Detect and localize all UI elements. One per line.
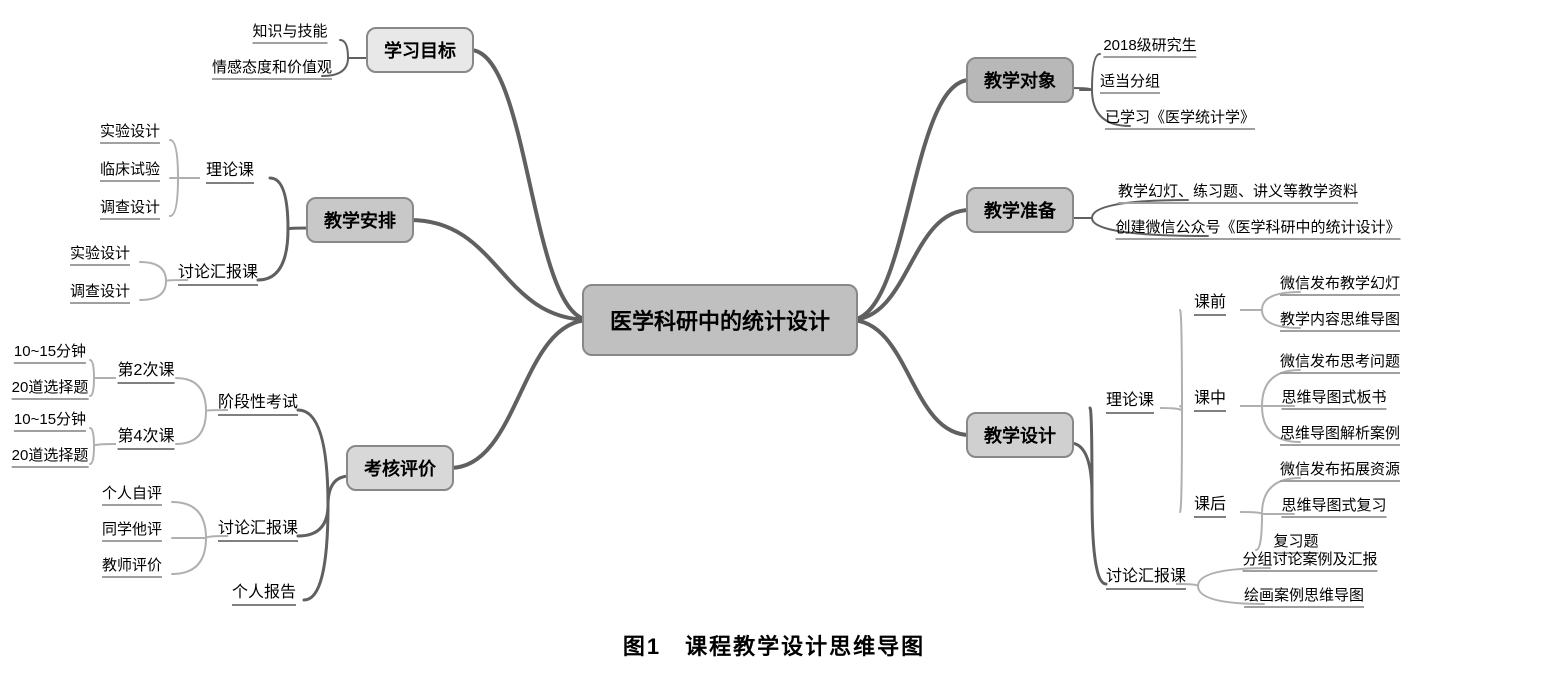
mindmap-node: 个人报告 (232, 578, 296, 606)
mindmap-node: 教师评价 (102, 554, 162, 578)
mindmap-node: 课后 (1194, 490, 1226, 518)
mindmap-node: 讨论汇报课 (178, 258, 258, 286)
mindmap-node: 情感态度和价值观 (212, 56, 332, 80)
mindmap-node: 第2次课 (118, 356, 175, 384)
mindmap-node: 调查设计 (100, 196, 160, 220)
mindmap-node: 学习目标 (366, 27, 474, 73)
mindmap-node: 个人自评 (102, 482, 162, 506)
figure-caption: 图1 课程教学设计思维导图 (623, 629, 925, 661)
mindmap-node: 教学幻灯、练习题、讲义等教学资料 (1118, 180, 1358, 204)
mindmap-node: 理论课 (1106, 386, 1154, 414)
mindmap-node: 讨论汇报课 (1106, 562, 1186, 590)
mindmap-node: 20道选择题 (12, 444, 89, 468)
mindmap-node: 课前 (1194, 288, 1226, 316)
mindmap-node: 实验设计 (100, 120, 160, 144)
mindmap-node: 讨论汇报课 (218, 514, 298, 542)
mindmap-node: 临床试验 (100, 158, 160, 182)
mindmap-node: 理论课 (206, 156, 254, 184)
mindmap-node: 适当分组 (1100, 70, 1160, 94)
mindmap-node: 微信发布拓展资源 (1280, 458, 1400, 482)
mindmap-node: 微信发布教学幻灯 (1280, 272, 1400, 296)
mindmap-node: 教学设计 (966, 412, 1074, 458)
mindmap-node: 考核评价 (346, 445, 454, 491)
mindmap-node: 已学习《医学统计学》 (1105, 106, 1255, 130)
mindmap-node: 10~15分钟 (14, 340, 86, 364)
mindmap-node: 实验设计 (70, 242, 130, 266)
mindmap-node: 分组讨论案例及汇报 (1242, 548, 1377, 572)
mindmap-node: 思维导图解析案例 (1280, 422, 1400, 446)
mindmap-node: 知识与技能 (252, 20, 327, 44)
mindmap-node: 第4次课 (118, 422, 175, 450)
mindmap-node: 20道选择题 (12, 376, 89, 400)
mindmap-node: 同学他评 (102, 518, 162, 542)
mindmap-node: 2018级研究生 (1103, 34, 1196, 58)
mindmap-node: 教学安排 (306, 197, 414, 243)
mindmap-node: 课中 (1194, 384, 1226, 412)
mindmap-node: 创建微信公众号《医学科研中的统计设计》 (1115, 216, 1400, 240)
mindmap-node: 教学准备 (966, 187, 1074, 233)
mindmap-node: 教学对象 (966, 57, 1074, 103)
center-node: 医学科研中的统计设计 (582, 284, 858, 356)
mindmap-node: 10~15分钟 (14, 408, 86, 432)
mindmap-node: 思维导图式板书 (1281, 386, 1386, 410)
mindmap-node: 调查设计 (70, 280, 130, 304)
mindmap-node: 阶段性考试 (218, 388, 298, 416)
mindmap-node: 教学内容思维导图 (1280, 308, 1400, 332)
mindmap-node: 思维导图式复习 (1281, 494, 1386, 518)
mindmap-node: 微信发布思考问题 (1280, 350, 1400, 374)
mindmap-node: 绘画案例思维导图 (1244, 584, 1364, 608)
